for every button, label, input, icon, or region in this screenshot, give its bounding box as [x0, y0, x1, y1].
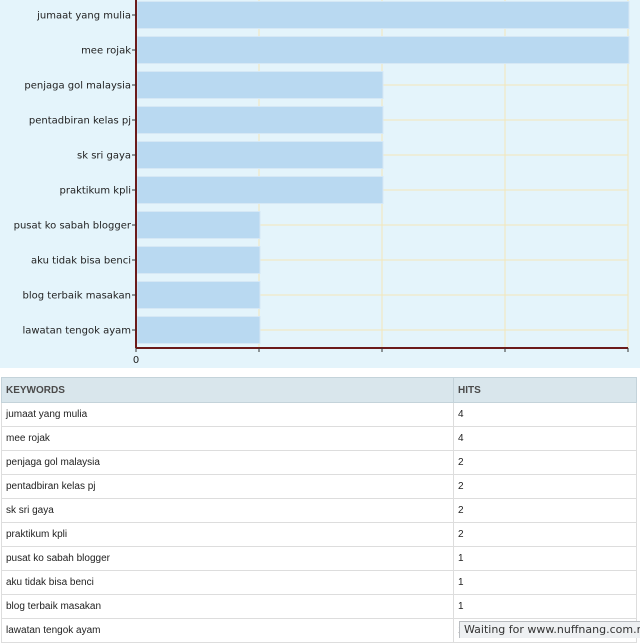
table-row: penjaga gol malaysia 2 [1, 450, 637, 475]
hits-cell: 2 [453, 450, 637, 475]
category-label: lawatan tengok ayam [22, 326, 131, 337]
keyword-hits-bar-chart: jumaat yang mulia mee rojak penjaga gol ma… [14, 0, 630, 366]
category-label: pusat ko sabah blogger [14, 221, 132, 232]
keyword-cell: pentadbiran kelas pj [1, 474, 454, 499]
hits-cell: 2 [453, 522, 637, 547]
keyword-cell: penjaga gol malaysia [1, 450, 454, 475]
keyword-cell: praktikum kpli [1, 522, 454, 547]
bar [136, 141, 384, 169]
table-row: pusat ko sabah blogger 1 [1, 546, 637, 571]
x-tick-label: 0 [133, 355, 139, 366]
table-row: aku tidak bisa benci 1 [1, 570, 637, 595]
table-row: sk sri gaya 2 [1, 498, 637, 523]
bar [136, 1, 630, 29]
bar [136, 106, 384, 134]
keyword-cell: blog terbaik masakan [1, 594, 454, 619]
category-label: mee rojak [81, 46, 131, 57]
bar [136, 316, 261, 344]
table-row: mee rojak 4 [1, 426, 637, 451]
bar [136, 36, 630, 64]
hits-cell: 4 [453, 402, 637, 427]
bar [136, 176, 384, 204]
category-label: aku tidak bisa benci [31, 256, 131, 267]
hits-cell: 1 [453, 546, 637, 571]
hits-cell: 4 [453, 426, 637, 451]
keywords-table: KEYWORDS HITS jumaat yang mulia 4 mee roj… [1, 377, 637, 643]
keyword-cell: aku tidak bisa benci [1, 570, 454, 595]
category-label: blog terbaik masakan [23, 291, 131, 302]
table-row: blog terbaik masakan 1 [1, 594, 637, 619]
category-label: pentadbiran kelas pj [29, 116, 131, 127]
table-row: praktikum kpli 2 [1, 522, 637, 547]
keyword-cell: mee rojak [1, 426, 454, 451]
bar [136, 211, 261, 239]
keywords-column-header[interactable]: KEYWORDS [1, 377, 454, 403]
bar [136, 281, 261, 309]
category-label: jumaat yang mulia [36, 11, 131, 22]
browser-status-bar: Waiting for www.nuffnang.com.my... [459, 621, 640, 638]
category-label: penjaga gol malaysia [24, 81, 131, 92]
hits-cell: 2 [453, 498, 637, 523]
table-row: pentadbiran kelas pj 2 [1, 474, 637, 499]
keyword-cell: jumaat yang mulia [1, 402, 454, 427]
hits-cell: 2 [453, 474, 637, 499]
table-row: jumaat yang mulia 4 [1, 402, 637, 427]
hits-cell: 1 [453, 570, 637, 595]
bar [136, 246, 261, 274]
category-label: praktikum kpli [59, 186, 131, 197]
keyword-cell: pusat ko sabah blogger [1, 546, 454, 571]
hits-column-header[interactable]: HITS [453, 377, 637, 403]
keyword-cell: sk sri gaya [1, 498, 454, 523]
keyword-cell: lawatan tengok ayam [1, 618, 454, 643]
table-header-row: KEYWORDS HITS [1, 377, 637, 403]
chart-panel: jumaat yang mulia mee rojak penjaga gol ma… [0, 0, 640, 368]
category-label: sk sri gaya [77, 151, 131, 162]
bar [136, 71, 384, 99]
hits-cell: 1 [453, 594, 637, 619]
